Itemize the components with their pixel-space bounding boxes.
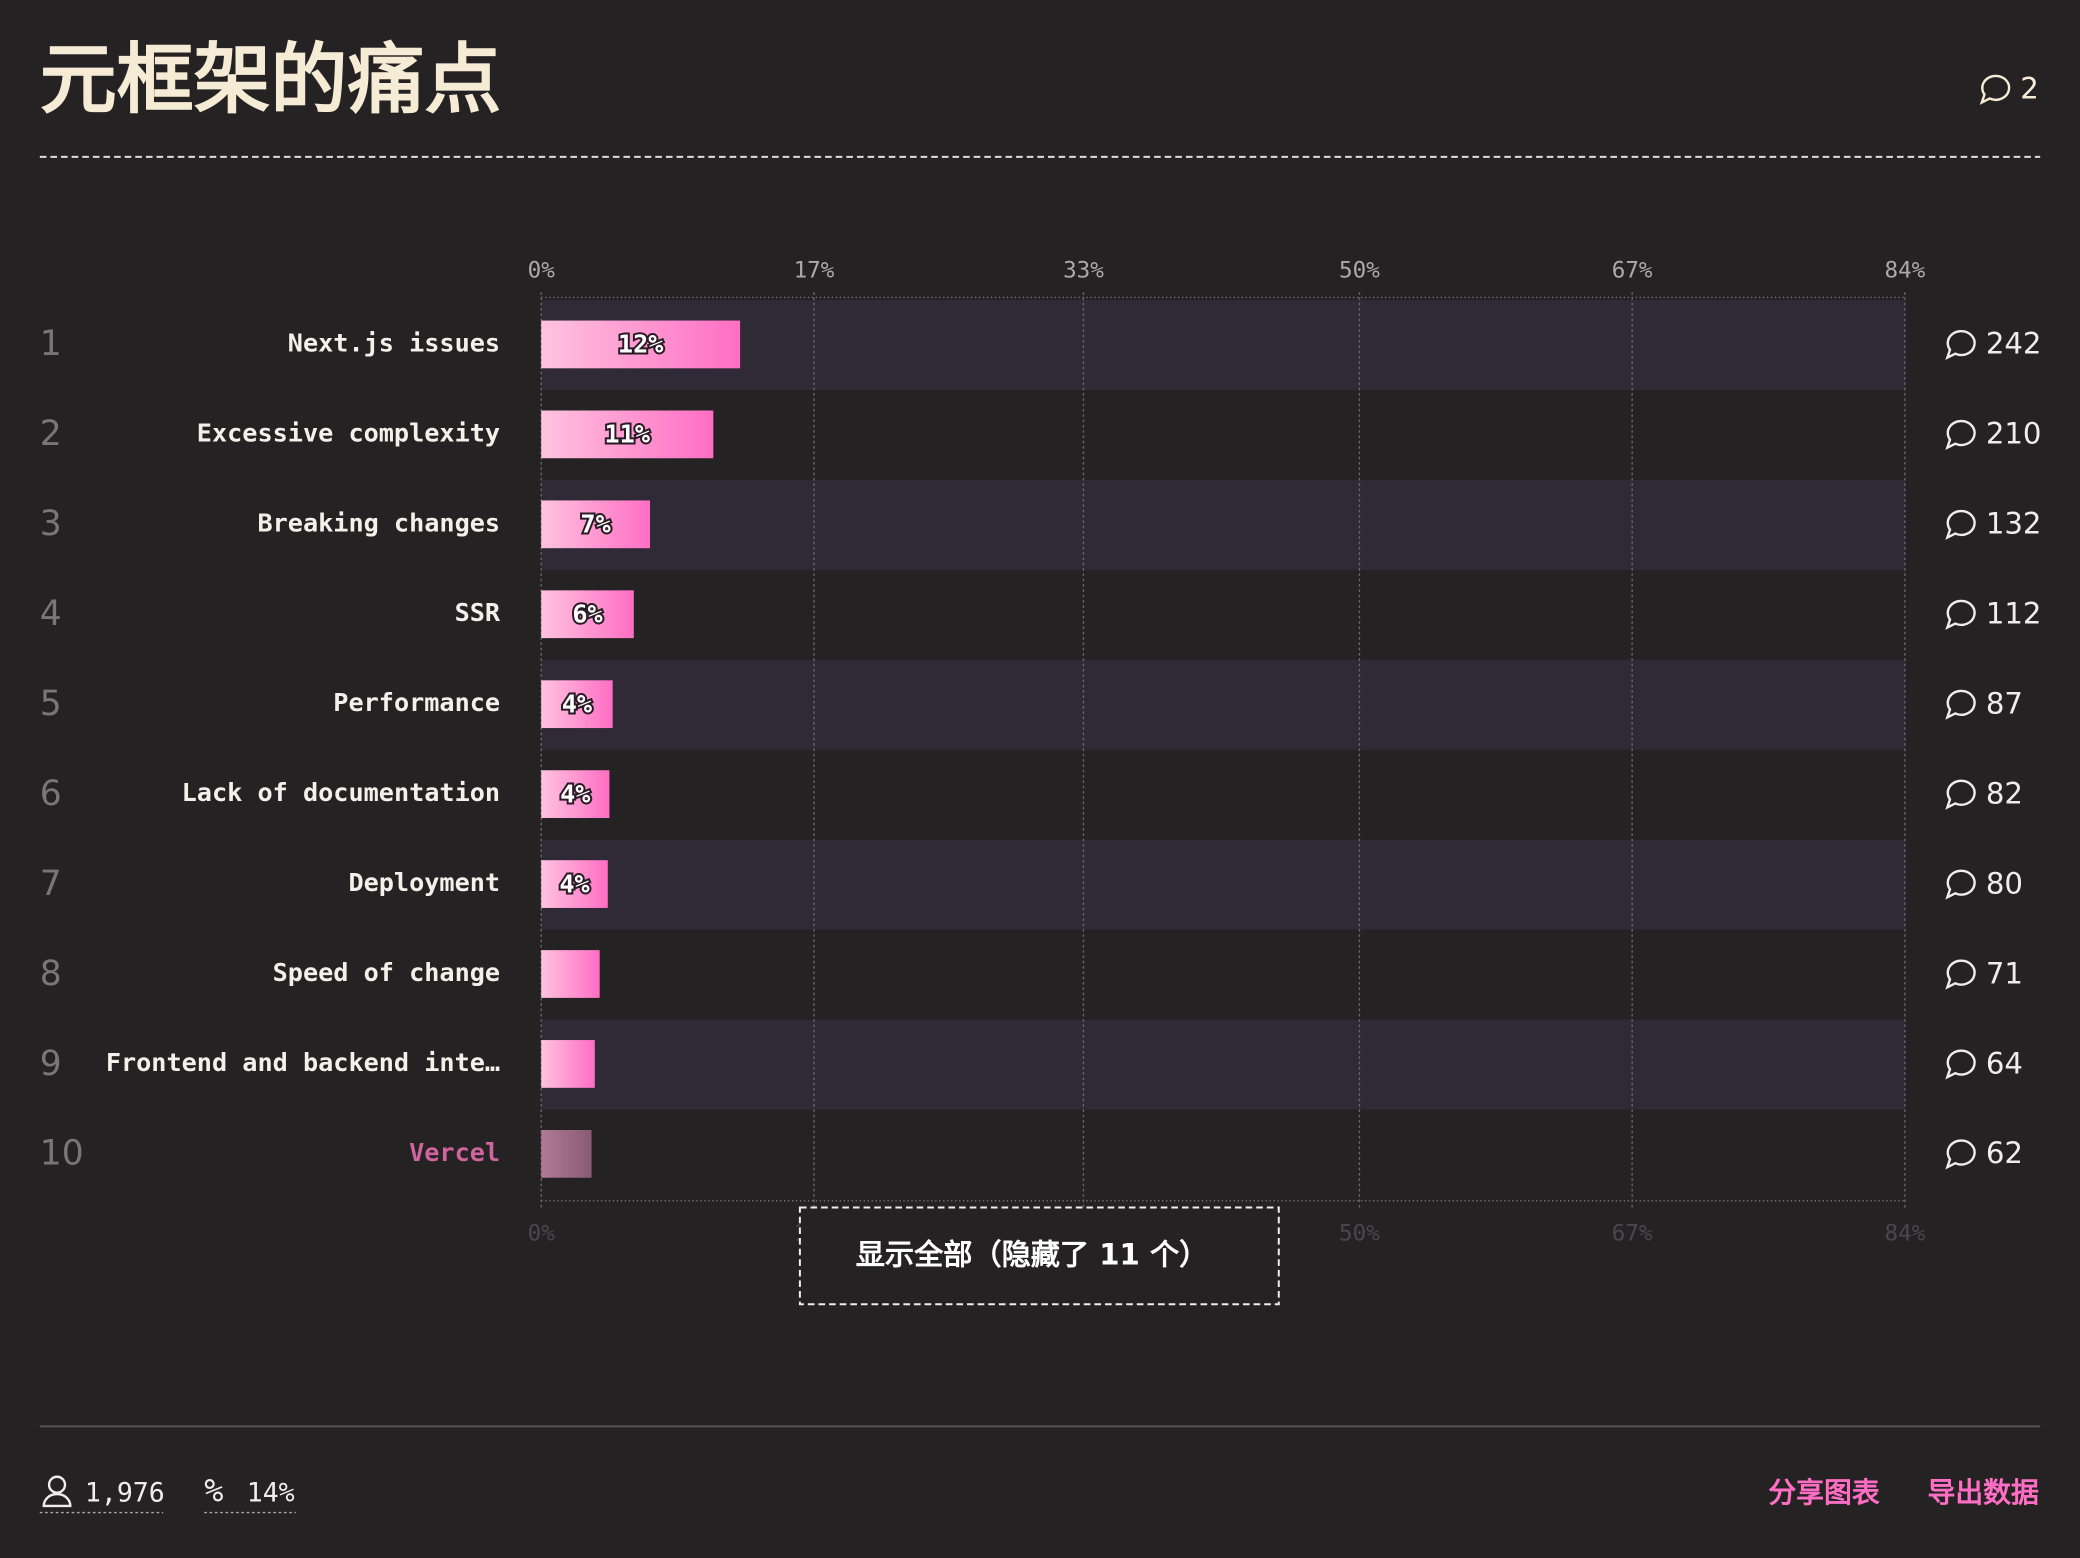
comment-count: 210 bbox=[1986, 417, 2042, 451]
x-tick-label: 17% bbox=[794, 257, 835, 283]
row-band bbox=[541, 659, 1905, 750]
comment-count: 62 bbox=[1986, 1136, 2023, 1170]
share-link[interactable]: 分享图表 bbox=[1768, 1476, 1880, 1509]
comment-icon bbox=[1945, 689, 1976, 720]
comment-count: 71 bbox=[1986, 956, 2023, 990]
category-label: Frontend and backend inte… bbox=[106, 1048, 500, 1077]
bar bbox=[541, 1040, 595, 1088]
rank: 2 bbox=[40, 414, 62, 454]
user-icon bbox=[47, 1475, 67, 1494]
comment-icon bbox=[1945, 509, 1976, 540]
value-label: 4% bbox=[559, 869, 589, 898]
comment-button[interactable]: 2 bbox=[1979, 72, 2039, 106]
percent-of-total: % 14% bbox=[204, 1472, 296, 1514]
value-label: 4% bbox=[562, 690, 592, 719]
export-link[interactable]: 导出数据 bbox=[1928, 1476, 2040, 1509]
bar bbox=[541, 680, 613, 729]
percent-value: 14% bbox=[247, 1478, 295, 1509]
bar bbox=[541, 590, 634, 639]
comment-icon bbox=[1979, 74, 2011, 105]
rank: 6 bbox=[40, 774, 62, 814]
rank: 3 bbox=[40, 504, 62, 544]
title: 元框架的痛点 bbox=[40, 36, 502, 125]
category-label: Deployment bbox=[348, 868, 500, 897]
comment-count: 64 bbox=[1986, 1046, 2023, 1080]
comment-count: 82 bbox=[1986, 776, 2023, 810]
category-label: Speed of change bbox=[273, 958, 500, 987]
comment-icon bbox=[1945, 1139, 1976, 1170]
value-label: 4% bbox=[560, 779, 590, 808]
rank: 9 bbox=[40, 1044, 62, 1084]
comment-count: 87 bbox=[1986, 687, 2023, 721]
comment-count: 2 bbox=[2020, 72, 2039, 106]
respondents: 1,976 bbox=[39, 1475, 165, 1514]
category-label: Breaking changes bbox=[257, 508, 500, 537]
rank: 4 bbox=[40, 594, 62, 634]
category-label: Excessive complexity bbox=[197, 418, 500, 447]
x-tick-label: 0% bbox=[528, 257, 556, 283]
comment-icon bbox=[1945, 329, 1976, 361]
bar bbox=[541, 320, 741, 369]
bar bbox=[541, 950, 600, 998]
rank: 1 bbox=[40, 324, 62, 364]
comment-count: 80 bbox=[1986, 866, 2023, 900]
show-all-button[interactable]: 显示全部（隐藏了 11 个） bbox=[798, 1206, 1280, 1306]
comment-icon bbox=[1945, 1049, 1976, 1080]
button-frame bbox=[798, 1206, 1280, 1306]
bar bbox=[541, 1130, 592, 1178]
button-label: 显示全部（隐藏了 11 个） bbox=[856, 1238, 1209, 1272]
bar bbox=[541, 770, 610, 819]
percent-icon: % bbox=[204, 1472, 223, 1510]
bar bbox=[541, 860, 608, 908]
x-tick-label: 33% bbox=[1063, 257, 1104, 283]
value-label: 6% bbox=[572, 600, 602, 629]
value-label: 12% bbox=[618, 330, 664, 359]
comment-icon bbox=[1945, 419, 1976, 450]
rank: 10 bbox=[40, 1134, 84, 1174]
comment-count: 132 bbox=[1986, 507, 2042, 541]
rank: 5 bbox=[40, 684, 62, 724]
row-band bbox=[541, 1019, 1905, 1110]
rank: 8 bbox=[40, 954, 62, 994]
comment-icon bbox=[1945, 959, 1976, 990]
category-label: Lack of documentation bbox=[182, 778, 500, 807]
category-label: Next.js issues bbox=[288, 328, 500, 357]
respondents-count: 1,976 bbox=[85, 1478, 165, 1509]
x-tick-label: 84% bbox=[1885, 257, 1926, 283]
comment-icon bbox=[1945, 869, 1976, 900]
comment-count: 242 bbox=[1986, 327, 2042, 361]
x-tick-label: 50% bbox=[1339, 257, 1380, 283]
comment-icon bbox=[1945, 779, 1976, 810]
category-label: Vercel bbox=[409, 1138, 500, 1167]
comment-icon bbox=[1945, 599, 1976, 630]
x-tick-label: 84% bbox=[1885, 1221, 1926, 1247]
bar bbox=[541, 500, 650, 549]
category-label: Performance bbox=[333, 688, 500, 717]
row-band bbox=[541, 839, 1905, 930]
x-tick-label: 67% bbox=[1612, 257, 1653, 283]
bar bbox=[541, 410, 714, 459]
row-band bbox=[541, 300, 1905, 391]
category-label: SSR bbox=[455, 598, 501, 627]
value-label: 11% bbox=[605, 420, 651, 449]
x-tick-label: 67% bbox=[1612, 1221, 1653, 1247]
x-tick-label: 50% bbox=[1339, 1221, 1380, 1247]
row-band bbox=[541, 480, 1905, 570]
rank: 7 bbox=[40, 864, 62, 904]
x-tick-label: 0% bbox=[528, 1221, 556, 1247]
comment-count: 112 bbox=[1986, 597, 2042, 631]
value-label: 7% bbox=[580, 510, 610, 539]
user-icon bbox=[42, 1492, 72, 1508]
